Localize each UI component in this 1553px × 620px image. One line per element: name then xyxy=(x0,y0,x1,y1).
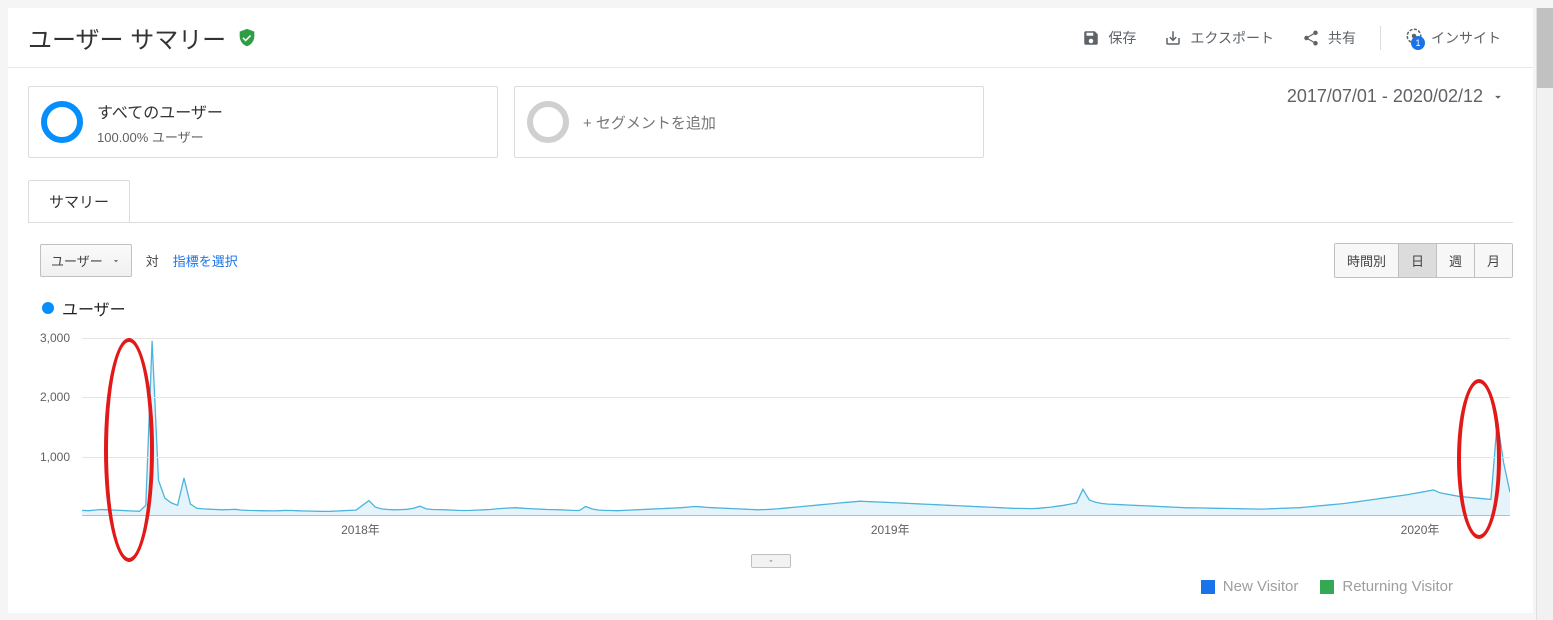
time-granularity-group: 時間別 日 週 月 xyxy=(1334,243,1513,278)
scrollbar[interactable] xyxy=(1536,8,1553,620)
save-button[interactable]: 保存 xyxy=(1070,22,1148,54)
time-month-button[interactable]: 月 xyxy=(1475,244,1512,277)
add-segment-label: + セグメントを追加 xyxy=(583,112,716,133)
export-button[interactable]: エクスポート xyxy=(1152,22,1286,54)
scrollbar-thumb[interactable] xyxy=(1537,8,1553,88)
expand-toggle[interactable] xyxy=(751,554,791,568)
time-week-button[interactable]: 週 xyxy=(1437,244,1475,277)
main-container: ユーザー サマリー 保存 エクスポート 共有 xyxy=(8,8,1533,613)
chevron-down-icon xyxy=(766,557,776,565)
segment-circle-icon xyxy=(41,101,83,143)
chart: 1,000 2,000 3,000 2018年 2019年 2020年 xyxy=(40,326,1510,546)
gridline xyxy=(82,338,1510,339)
share-label: 共有 xyxy=(1328,28,1356,48)
vs-label: 対 xyxy=(146,251,159,270)
returning-visitor-label: Returning Visitor xyxy=(1342,578,1453,595)
returning-visitor-swatch xyxy=(1320,580,1334,594)
segment-label: すべてのユーザー xyxy=(97,99,223,123)
insight-label: インサイト xyxy=(1431,28,1501,48)
add-segment-circle-icon xyxy=(527,101,569,143)
share-button[interactable]: 共有 xyxy=(1290,22,1368,54)
page-title: ユーザー サマリー xyxy=(28,20,226,55)
insight-badge: 1 xyxy=(1411,36,1425,50)
chevron-down-icon xyxy=(111,256,121,266)
add-segment-button[interactable]: + セグメントを追加 xyxy=(514,86,984,158)
export-label: エクスポート xyxy=(1190,28,1274,48)
legend-series-label: ユーザー xyxy=(62,296,126,320)
insight-button[interactable]: 1 インサイト xyxy=(1393,21,1513,54)
divider xyxy=(1380,26,1381,50)
export-icon xyxy=(1164,29,1182,47)
new-visitor-label: New Visitor xyxy=(1223,578,1299,595)
date-range-text: 2017/07/01 - 2020/02/12 xyxy=(1287,86,1483,107)
segment-sub: 100.00% ユーザー xyxy=(97,127,223,146)
time-day-button[interactable]: 日 xyxy=(1399,244,1437,277)
verified-shield-icon xyxy=(236,27,258,49)
save-icon xyxy=(1082,29,1100,47)
y-axis-label: 1,000 xyxy=(40,450,70,464)
insight-icon: 1 xyxy=(1405,27,1423,48)
x-axis xyxy=(82,515,1510,516)
save-label: 保存 xyxy=(1108,28,1136,48)
x-axis-label: 2020年 xyxy=(1401,521,1440,538)
date-range-picker[interactable]: 2017/07/01 - 2020/02/12 xyxy=(1287,86,1513,107)
x-axis-label: 2019年 xyxy=(871,521,910,538)
chart-svg xyxy=(82,326,1510,516)
chevron-down-icon xyxy=(1491,90,1505,104)
gridline xyxy=(82,397,1510,398)
visitor-legend: New Visitor Returning Visitor xyxy=(28,568,1513,595)
new-visitor-swatch xyxy=(1201,580,1215,594)
header: ユーザー サマリー 保存 エクスポート 共有 xyxy=(8,8,1533,68)
metric-dropdown[interactable]: ユーザー xyxy=(40,244,132,277)
legend-dot xyxy=(42,302,54,314)
tab-summary[interactable]: サマリー xyxy=(28,180,130,222)
x-axis-label: 2018年 xyxy=(341,521,380,538)
select-metric-link[interactable]: 指標を選択 xyxy=(173,251,238,270)
gridline xyxy=(82,457,1510,458)
segment-all-users[interactable]: すべてのユーザー 100.00% ユーザー xyxy=(28,86,498,158)
time-hour-button[interactable]: 時間別 xyxy=(1335,244,1399,277)
tab-row: サマリー xyxy=(28,180,1513,223)
metric-dropdown-label: ユーザー xyxy=(51,251,103,270)
share-icon xyxy=(1302,29,1320,47)
y-axis-label: 3,000 xyxy=(40,331,70,345)
y-axis-label: 2,000 xyxy=(40,390,70,404)
